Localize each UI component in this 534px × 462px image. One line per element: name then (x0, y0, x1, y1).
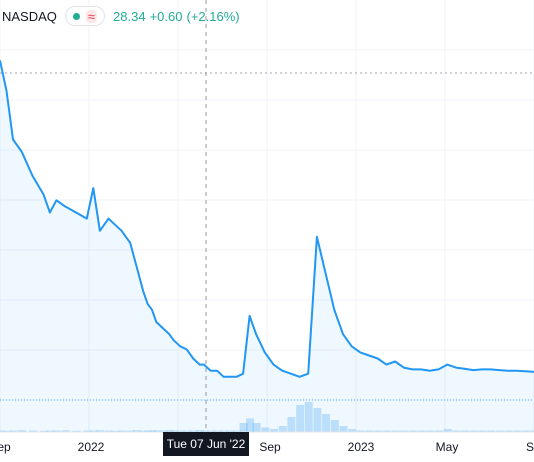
x-tick-label: 2022 (77, 440, 105, 454)
crosshair-date-label: Tue 07 Jun '22 (163, 432, 249, 456)
last-price: 28.34 (113, 8, 146, 24)
volume-bar (220, 430, 229, 432)
volume-bar (408, 430, 417, 432)
volume-bar (133, 430, 142, 432)
volume-bar (213, 430, 222, 432)
volume-bar (495, 430, 504, 432)
volume-bar (252, 423, 261, 432)
volume-bar (46, 430, 55, 432)
volume-bar (148, 430, 157, 432)
volume-bar (487, 430, 496, 432)
volume-bar (443, 429, 452, 432)
volume-bar (313, 408, 322, 432)
volume-bar (339, 426, 348, 432)
volume-bar (530, 430, 534, 432)
volume-bar (170, 430, 179, 432)
volume-bar (111, 430, 120, 432)
volume-bar (165, 430, 174, 432)
volume-bar (304, 402, 313, 432)
volume-bar (513, 430, 522, 432)
volume-bar (452, 430, 461, 432)
symbol-label[interactable]: NASDAQ (2, 8, 57, 24)
volume-bar (426, 430, 435, 432)
volume-bar (521, 430, 530, 432)
volume-bar (105, 430, 113, 432)
price-change-percent: (+2.16%) (186, 8, 240, 24)
volume-bar (144, 430, 153, 432)
volume-bar (226, 430, 235, 432)
volume-histogram (0, 402, 534, 432)
chart-legend: NASDAQ ≈ 28.34 +0.60 (+2.16%) (0, 6, 240, 26)
volume-bar (233, 430, 242, 432)
volume-bar (278, 426, 287, 432)
volume-bar (469, 430, 478, 432)
volume-bar (261, 427, 270, 432)
volume-bar (196, 430, 205, 432)
volume-bar (52, 430, 61, 432)
volume-bar (159, 430, 168, 432)
volume-bar (287, 417, 296, 432)
volume-bar (96, 430, 105, 432)
volume-bar (200, 430, 209, 432)
volume-bar (61, 430, 70, 432)
volume-bar (322, 414, 331, 432)
volume-bar (400, 430, 409, 432)
x-tick-label: 2023 (347, 440, 375, 454)
volume-bar (296, 405, 305, 432)
volume-bar (9, 430, 18, 432)
volume-bar (504, 430, 513, 432)
market-status-dot-icon (72, 12, 80, 20)
volume-bar (356, 430, 365, 432)
volume-bar (89, 430, 98, 432)
volume-bar (3, 430, 11, 432)
volume-bar (152, 430, 161, 432)
x-tick-label: Sep (259, 440, 281, 454)
volume-bar (478, 430, 487, 432)
volume-bar (0, 430, 5, 432)
volume-bar (189, 430, 198, 432)
volume-bar (207, 430, 216, 432)
volume-bar (176, 430, 185, 432)
x-tick-label: S (525, 440, 534, 454)
price-line (0, 60, 534, 378)
volume-bar (183, 430, 192, 432)
x-tick-label: May (435, 440, 459, 454)
volume-bar (126, 430, 135, 432)
volume-bar (83, 430, 92, 432)
volume-bar (461, 430, 469, 432)
price-change: +0.60 (149, 8, 183, 24)
volume-bar (72, 430, 81, 432)
volume-bar (18, 430, 27, 432)
volume-bar (365, 430, 374, 432)
volume-bar (29, 430, 38, 432)
volume-bar (348, 429, 357, 432)
volume-bar (239, 423, 248, 432)
x-tick-label: ep (0, 440, 11, 454)
approx-icon: ≈ (85, 8, 98, 24)
volume-bar (435, 430, 443, 432)
volume-bar (139, 430, 148, 432)
volume-bar (118, 430, 127, 432)
volume-bar (391, 430, 400, 432)
volume-bar (382, 430, 391, 432)
volume-bar (39, 430, 48, 432)
volume-bar (246, 418, 255, 432)
status-pill[interactable]: ≈ (64, 6, 106, 26)
volume-bar (417, 430, 426, 432)
volume-bar (330, 420, 339, 432)
price-area-fill (0, 60, 534, 433)
volume-bar (270, 429, 278, 432)
volume-bar (374, 430, 383, 432)
